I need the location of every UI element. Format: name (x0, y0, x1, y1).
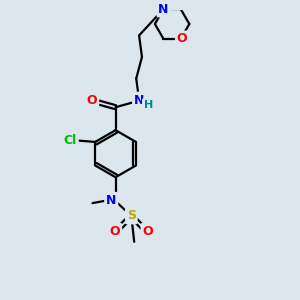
Text: H: H (144, 100, 153, 110)
Text: N: N (134, 94, 144, 106)
Text: O: O (177, 32, 188, 45)
Text: O: O (87, 94, 97, 106)
Text: N: N (158, 3, 169, 16)
Text: S: S (127, 209, 136, 223)
Text: N: N (106, 194, 116, 207)
Text: O: O (110, 225, 120, 238)
Text: O: O (142, 225, 153, 238)
Text: Cl: Cl (64, 134, 77, 147)
